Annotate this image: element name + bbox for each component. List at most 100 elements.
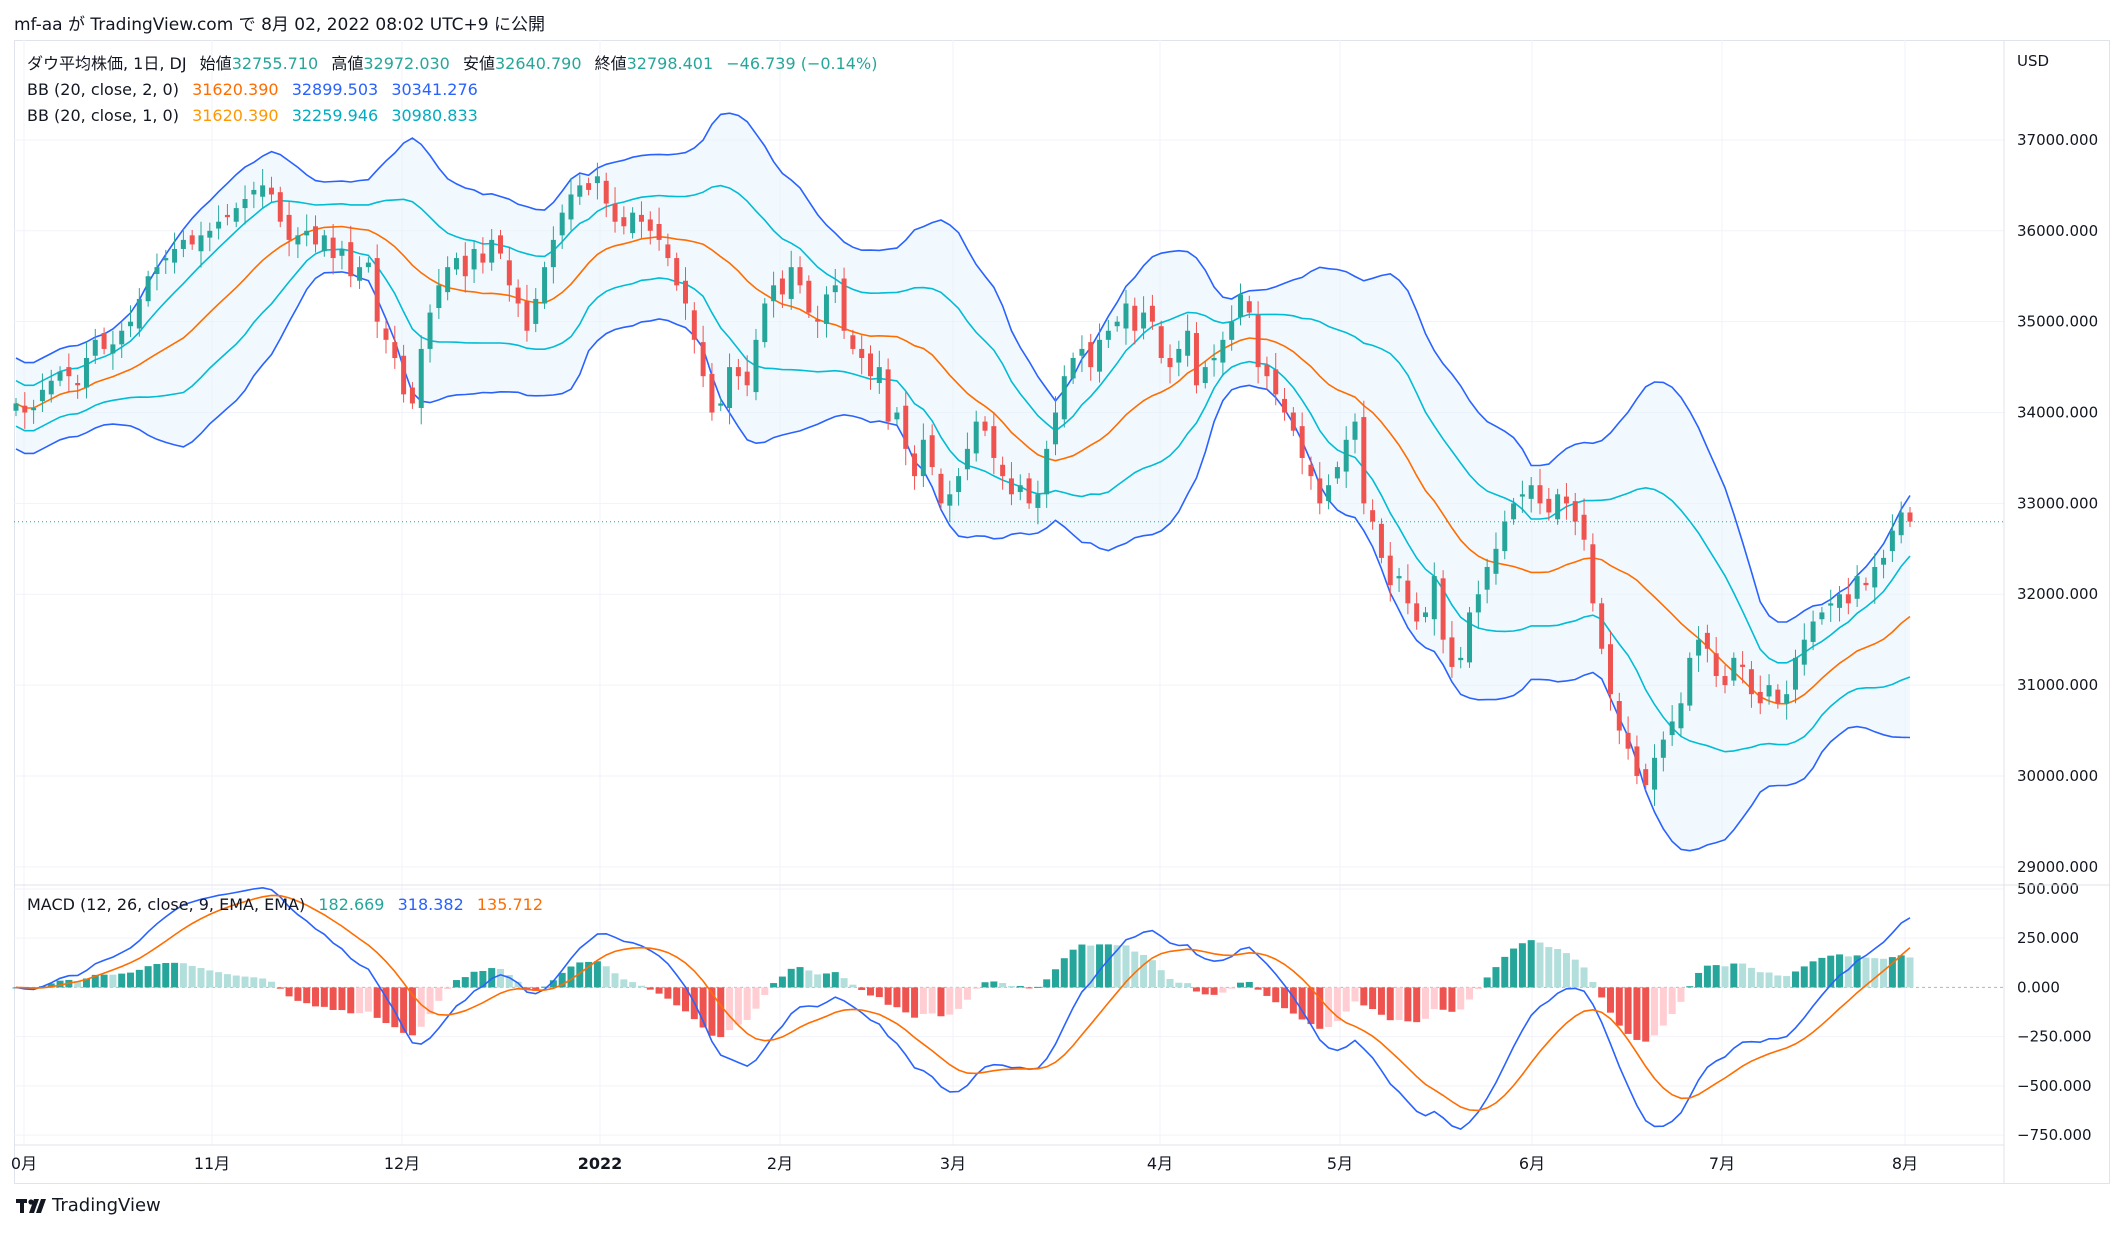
candle-body: [1590, 544, 1596, 604]
time-tick-label: 7月: [1709, 1154, 1735, 1173]
bb2-label: BB (20, close, 2, 0): [27, 80, 179, 99]
macd-histogram-bar: [1043, 979, 1051, 988]
candle-body: [1176, 348, 1182, 363]
candle-body: [779, 278, 785, 295]
macd-histogram-bar: [1140, 954, 1148, 988]
candle-body: [868, 353, 874, 377]
macd-histogram-bar: [1571, 959, 1579, 988]
legend-open-label: 始値: [200, 54, 232, 73]
candle-body: [1440, 578, 1446, 640]
candle-body: [1343, 439, 1349, 472]
macd-histogram-bar: [1351, 987, 1359, 1002]
macd-histogram-bar: [1430, 987, 1438, 1010]
macd-histogram-bar: [1747, 967, 1755, 988]
tradingview-logo-icon: [16, 1198, 46, 1213]
candle-body: [172, 248, 178, 263]
candle-body: [365, 262, 371, 268]
macd-histogram-bar: [426, 987, 434, 1015]
candle-body: [1061, 376, 1067, 420]
candle-body: [1044, 448, 1050, 495]
chart-frame: [14, 40, 2110, 1184]
macd-histogram-bar: [1492, 967, 1500, 988]
macd-histogram-bar: [135, 969, 143, 988]
candle-body: [92, 339, 98, 356]
macd-histogram-bar: [1034, 986, 1042, 988]
bb2-basis: 31620.390: [192, 80, 279, 99]
macd-histogram-bar: [814, 974, 822, 988]
candle-body: [1775, 689, 1781, 704]
candle-body: [1643, 769, 1649, 786]
macd-histogram-bar: [312, 987, 320, 1007]
macd-histogram-bar: [858, 987, 866, 990]
macd-histogram-bar: [435, 987, 443, 1001]
macd-histogram-bar: [1510, 948, 1518, 988]
candle-body: [401, 355, 407, 395]
bb2-upper: 32899.503: [292, 80, 379, 99]
macd-signal-val: 135.712: [477, 895, 543, 914]
candle-body: [1748, 669, 1754, 695]
candle-body: [1105, 330, 1111, 340]
candle-body: [1854, 576, 1860, 599]
candle-body: [339, 248, 345, 256]
macd-histogram-bar: [1104, 944, 1112, 988]
macd-histogram-bar: [452, 980, 460, 988]
time-tick-label: 5月: [1327, 1154, 1353, 1173]
macd-label: MACD (12, 26, close, 9, EMA, EMA): [27, 895, 305, 914]
legend-change: −46.739 (−0.14%): [726, 54, 877, 73]
candle-body: [295, 235, 301, 245]
macd-histogram-bar: [1122, 945, 1130, 988]
candle-body: [180, 239, 186, 249]
candle-body: [1449, 637, 1455, 667]
macd-histogram-bar: [946, 987, 954, 1015]
macd-histogram-bar: [1369, 987, 1377, 1010]
candle-body: [1537, 485, 1543, 504]
candle-body: [39, 389, 45, 402]
macd-histogram-bar: [1906, 957, 1914, 988]
macd-histogram-bar: [1245, 981, 1253, 988]
candle-body: [1458, 657, 1464, 661]
candle-body: [683, 280, 689, 304]
macd-histogram-bar: [1695, 972, 1703, 988]
candle-body: [832, 285, 838, 293]
macd-histogram-bar: [646, 987, 654, 990]
macd-histogram-bar: [558, 972, 566, 988]
candle-body: [1484, 566, 1490, 590]
bb2-fill: [16, 113, 1910, 851]
macd-histogram-bar: [259, 978, 267, 988]
candle-body: [1097, 339, 1103, 372]
axes: 37000.000 36000.000 35000.000 34000.000 3300…: [11, 131, 2098, 1173]
macd-histogram-bar: [770, 983, 778, 988]
macd-histogram-bar: [118, 973, 126, 988]
macd-histogram-bar: [382, 987, 390, 1024]
time-tick-label: 3月: [940, 1154, 966, 1173]
macd-histogram-bar: [1783, 976, 1791, 988]
macd-histogram-bar: [1730, 963, 1738, 988]
macd-histogram-bar: [241, 976, 249, 988]
candle-body: [1273, 369, 1279, 395]
candle-body: [859, 348, 865, 359]
macd-histogram-bar: [1131, 951, 1139, 988]
candle-body: [894, 412, 900, 420]
candle-body: [418, 348, 424, 408]
macd-histogram-bar: [347, 987, 355, 1014]
legend-title: ダウ平均株価, 1日, DJ: [27, 54, 187, 73]
macd-histogram-bar: [1712, 965, 1720, 988]
brand-label: TradingView: [52, 1195, 161, 1216]
macd-histogram-bar: [1360, 987, 1368, 1006]
candle-body: [1255, 314, 1261, 368]
macd-histogram-bar: [303, 987, 311, 1004]
macd-histogram-bar: [179, 963, 187, 988]
time-tick-label: 4月: [1147, 1154, 1173, 1173]
bb2-lower-line: [15, 271, 1911, 852]
macd-histogram-bar: [1800, 966, 1808, 988]
macd-line-val: 318.382: [398, 895, 464, 914]
macd-histogram-bar: [726, 987, 734, 1031]
candle-body: [1237, 294, 1243, 318]
macd-histogram-bar: [1016, 985, 1024, 988]
candle-body: [1334, 467, 1340, 479]
candle-body: [445, 267, 451, 293]
candle-body: [762, 303, 768, 343]
macd-histogram-bar: [91, 974, 99, 988]
macd-histogram-bar: [505, 974, 513, 988]
macd-histogram-bar: [1184, 983, 1192, 988]
